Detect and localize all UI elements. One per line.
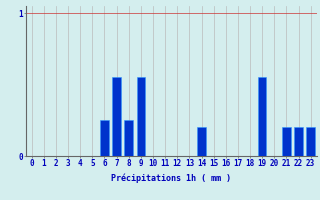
Bar (137, 77, 145, 156)
Bar (282, 127, 291, 156)
Bar (100, 120, 109, 156)
X-axis label: Précipitations 1h ( mm ): Précipitations 1h ( mm ) (111, 173, 231, 183)
Bar (112, 77, 121, 156)
Bar (124, 120, 133, 156)
Bar (307, 127, 315, 156)
Bar (258, 77, 267, 156)
Bar (197, 127, 206, 156)
Bar (294, 127, 303, 156)
